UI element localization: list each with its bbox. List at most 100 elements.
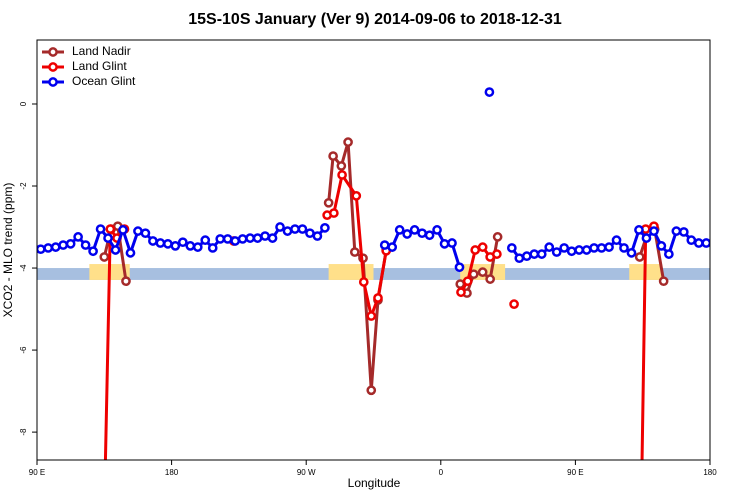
plot-area [37,87,710,460]
data-point [275,222,285,232]
data-point [323,197,334,208]
data-point [701,238,710,248]
data-point [447,238,457,248]
data-point [140,228,151,239]
x-tick-label: 180 [165,468,179,477]
data-point [320,223,330,233]
data-point [252,233,263,243]
data-point [260,231,270,241]
data-point [125,248,136,258]
data-point [103,233,113,243]
data-point [95,224,106,234]
data-point [492,232,503,242]
data-point [589,243,599,253]
data-point [105,224,116,234]
data-point [215,234,226,244]
data-point [43,243,54,253]
data-point [185,241,196,251]
data-point [351,191,362,201]
data-point [99,252,110,262]
data-point [177,237,188,248]
data-point [328,151,338,161]
data-point [454,262,465,273]
data-point [536,249,547,259]
y-axis-label: XCO2 - MLO trend (ppm) [1,183,15,318]
data-point [394,225,405,235]
data-point [88,246,98,257]
data-point [80,240,91,250]
data-point [155,238,166,248]
data-point [366,385,377,396]
x-tick-label: 180 [703,468,717,477]
data-point [402,229,412,239]
plot-frame [36,39,711,461]
data-point [207,243,218,253]
x-tick-label: 0 [439,468,444,477]
legend-marker [48,77,58,87]
data-point [506,243,517,253]
data-point [485,274,496,284]
data-point [544,242,555,252]
x-tick-label: 90 E [567,468,583,477]
data-point [305,228,315,239]
y-tick-label: -8 [19,428,28,436]
data-point [366,311,377,321]
data-point [611,235,622,246]
data-point [456,287,466,298]
data-point [551,247,562,257]
data-point [290,224,300,234]
data-point [470,245,481,255]
data-point [297,224,308,234]
data-point [529,249,540,259]
data-point [559,243,570,253]
data-point [521,251,532,262]
data-point [658,276,669,287]
data-point [649,226,659,236]
data-point [237,234,248,244]
data-point [664,249,674,259]
data-point [121,276,131,287]
data-point [596,243,607,253]
data-point [417,228,427,239]
data-point [656,241,667,251]
data-point [634,225,644,235]
data-point [245,233,255,243]
legend-marker [48,62,58,72]
data-point [509,299,519,309]
data-point [50,242,61,252]
data-point [118,225,128,235]
y-tick-label: 0 [19,101,28,106]
data-point [432,225,442,235]
data-point [492,249,502,259]
data-point [343,137,353,147]
data-point [477,267,488,277]
data-point [514,253,525,264]
data-point [222,234,233,244]
data-point [282,226,293,236]
data-point [148,236,158,246]
data-point [424,230,435,241]
chart-title: 15S-10S January (Ver 9) 2014-09-06 to 20… [188,11,562,28]
data-point [37,244,46,255]
data-point [110,245,121,255]
data-point [200,235,211,246]
y-tick-label: -4 [19,264,28,272]
data-point [574,245,584,255]
data-point [641,233,652,243]
data-point [336,161,347,171]
data-point [329,208,339,218]
data-point [484,87,495,97]
legend-label: Land Glint [72,59,127,73]
data-point [312,231,323,241]
data-point [626,248,637,258]
data-point [267,233,278,243]
legend-label: Ocean Glint [72,74,136,88]
series-line [103,173,655,460]
data-point [349,247,360,257]
data-point [634,252,645,262]
data-point [379,240,390,250]
data-point [604,242,614,252]
data-point [170,241,181,251]
data-point [358,277,369,287]
